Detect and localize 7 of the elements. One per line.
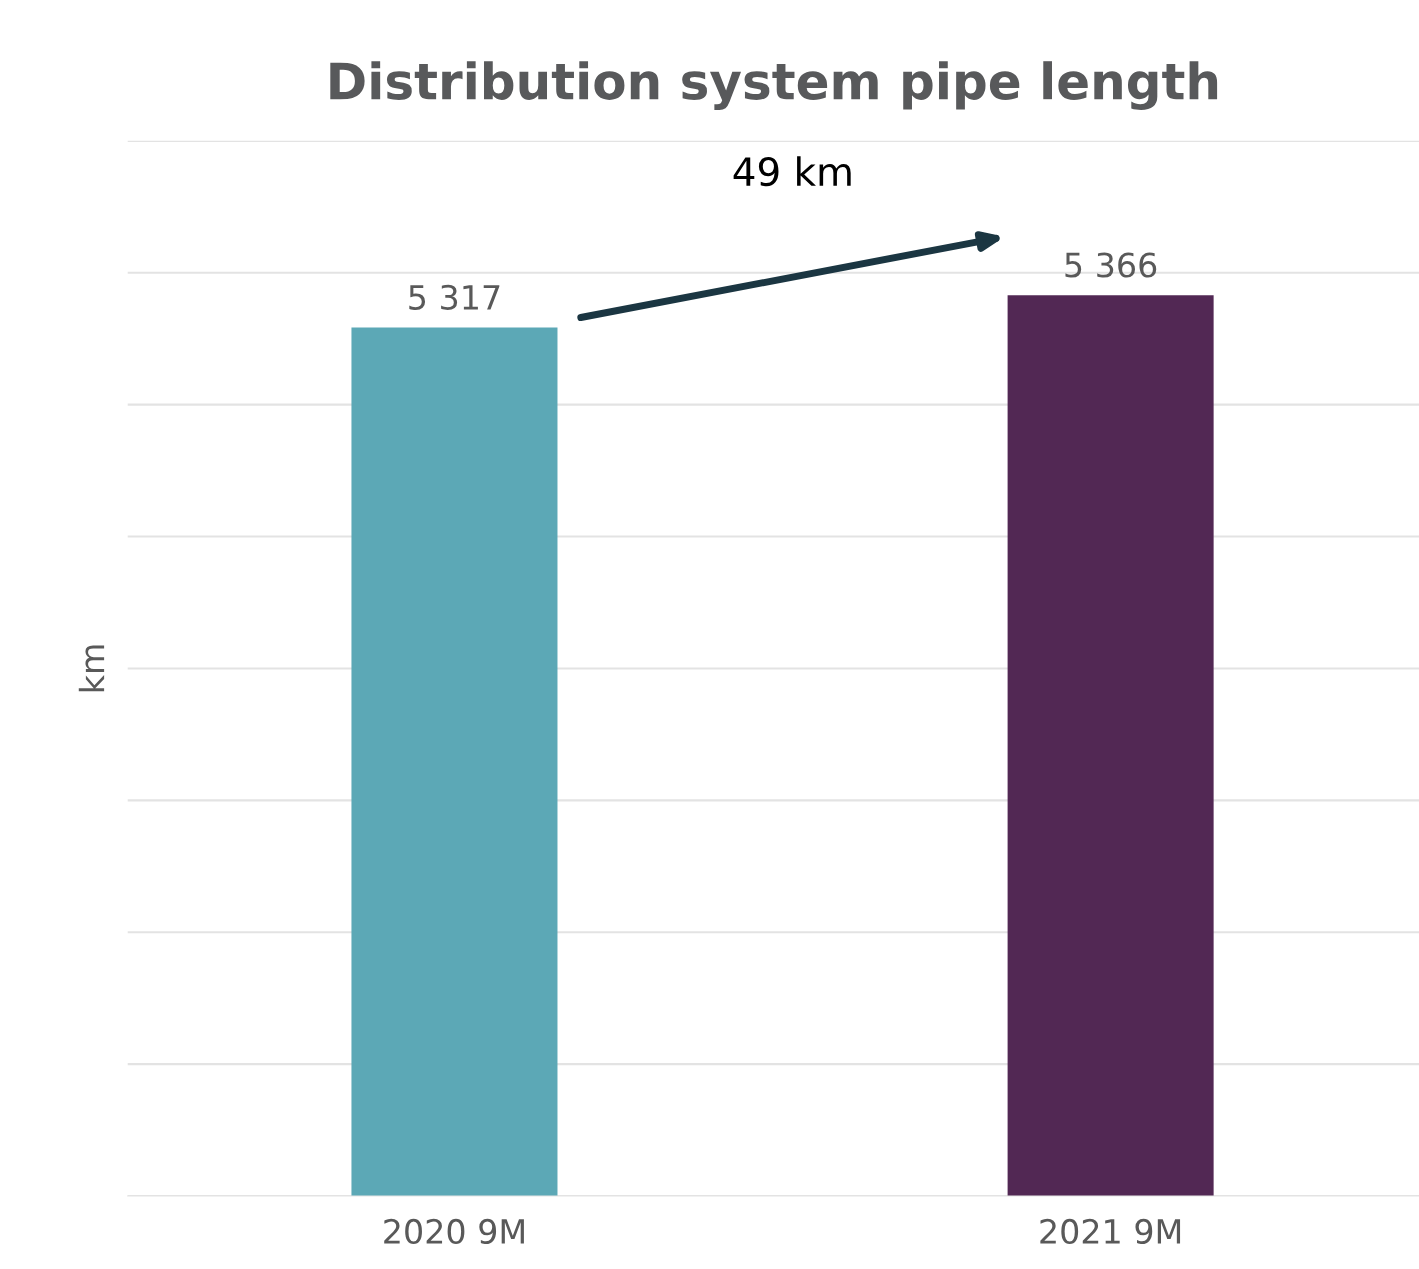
- x-tick-label: 2020 9M: [384, 1218, 524, 1245]
- data-label: 5 366: [1065, 252, 1157, 278]
- data-label: 5 317: [409, 284, 500, 310]
- x-tick-label: 2021 9M: [1040, 1218, 1181, 1245]
- y-axis-title: km: [78, 645, 105, 692]
- chart-title: Distribution system pipe length: [330, 61, 1218, 110]
- annotation: 49 km: [733, 156, 851, 187]
